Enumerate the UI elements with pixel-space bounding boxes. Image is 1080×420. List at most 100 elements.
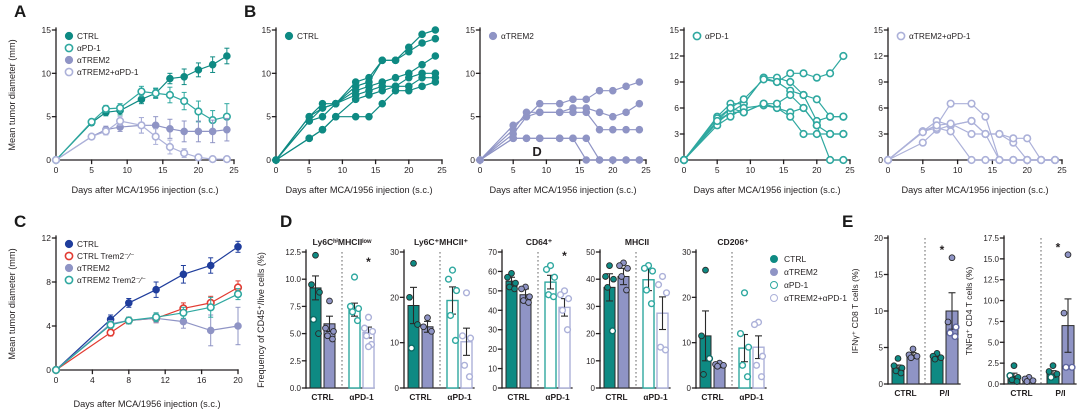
svg-text:10: 10 — [338, 165, 348, 175]
panel-label-e: E — [842, 212, 854, 231]
svg-text:20: 20 — [390, 293, 399, 302]
bar-D2-3 — [458, 289, 475, 389]
series-B3-2 — [679, 75, 848, 165]
bar-E1-1 — [905, 345, 921, 385]
legend-label-3: αTREM2+αPD-1 — [784, 292, 847, 303]
legend-A: CTRL αPD-1 αTREM2 αTREM2+αPD-1 — [64, 31, 139, 77]
svg-text:Ly6CʰⁱMHCIIˡᵒʷ: Ly6CʰⁱMHCIIˡᵒʷ — [313, 236, 372, 247]
series-B3-5 — [679, 90, 848, 165]
svg-text:CTRL: CTRL — [311, 392, 333, 402]
panel-e-tnfa-chart: 0.0 2.5 5.0 7.5 10.0 12.5 15.0 17.5 TNFα⁺ CD4 T … — [962, 226, 1078, 420]
panel-d-ly6chi-chart: 0.0 2.5 5.0 7.5 10.0 12.5 Ly6CʰⁱMHCIIˡᵒʷ CTRL αP… — [276, 234, 377, 420]
svg-text:12.5: 12.5 — [983, 276, 999, 285]
svg-text:30: 30 — [488, 326, 497, 335]
svg-text:CTRL: CTRL — [894, 388, 916, 398]
legend-item-2: αPD-1 — [770, 278, 847, 291]
svg-text:0: 0 — [46, 365, 51, 375]
svg-text:5: 5 — [307, 165, 312, 175]
panel-label-a: A — [14, 2, 27, 21]
svg-text:15: 15 — [42, 25, 52, 35]
svg-text:20: 20 — [194, 165, 204, 175]
legend-C: CTRL CTRL Trem2⁻⁄⁻ αTREM2 αTREM2 Trem2⁻⁄⁻ — [64, 239, 146, 285]
series-B2-0 — [476, 78, 644, 164]
svg-text:CTRL: CTRL — [77, 31, 99, 41]
chart-svg-D4: 0 10 20 30 40 50 MHCII CTRL αPD-1 — [586, 237, 671, 402]
svg-text:70: 70 — [488, 248, 497, 257]
chart-svg-D1: 0.0 2.5 5.0 7.5 10.0 12.5 Ly6CʰⁱMHCIIˡᵒʷ CTRL αP… — [285, 236, 377, 402]
panel-d-ly6c-mhcii-chart: 0 10 20 30 Ly6C⁺MHCII⁺ CTRL αPD-1 — [378, 234, 476, 420]
svg-text:P/I: P/I — [1055, 388, 1065, 398]
panel-a-mean-tumor-chart: 0 5 10 15 20 25 0 5 10 15 Days after MCA/1956 inje… — [4, 18, 244, 205]
svg-text:αTREM2: αTREM2 — [77, 263, 110, 273]
svg-text:15: 15 — [158, 165, 168, 175]
bar-D1-3 — [360, 313, 377, 389]
svg-text:20: 20 — [404, 165, 414, 175]
svg-text:0: 0 — [687, 384, 692, 393]
bar-D5-3 — [750, 318, 767, 389]
svg-text:9: 9 — [878, 77, 883, 87]
svg-text:12: 12 — [160, 375, 170, 385]
svg-text:CD64⁺: CD64⁺ — [526, 237, 553, 247]
svg-text:Days after MCA/1956 injection: Days after MCA/1956 injection (s.c.) — [71, 185, 218, 195]
panel-b-combo-chart: 0 5 10 15 20 25 0 3 6 9 12 15 Days after MCA/1956 in… — [858, 18, 1074, 205]
bar-D3-1 — [518, 283, 533, 389]
svg-text:αPD-1: αPD-1 — [705, 31, 729, 41]
svg-text:2.5: 2.5 — [290, 357, 302, 366]
svg-text:CTRL: CTRL — [1010, 388, 1032, 398]
svg-text:10: 10 — [122, 165, 132, 175]
svg-text:TNFα⁺ CD4 T cells (%): TNFα⁺ CD4 T cells (%) — [964, 267, 974, 356]
svg-text:12: 12 — [874, 51, 884, 61]
svg-text:0: 0 — [674, 155, 679, 165]
bar-D1-1 — [322, 297, 337, 389]
legend-item-0: CTRL — [770, 252, 847, 265]
legend-B3: αPD-1 — [692, 31, 729, 41]
chart-svg-B2: 0 5 10 15 20 25 0 5 10 15 Days after MCA/1956 inje… — [466, 25, 651, 195]
series-B1-2 — [272, 52, 440, 164]
panel-d-cd64-chart: 0 10 20 30 40 50 60 70 CD64⁺ CTRL αPD-1 * — [476, 234, 574, 420]
svg-text:0: 0 — [266, 155, 271, 165]
svg-text:0: 0 — [493, 384, 498, 393]
svg-text:CTRL Trem2⁻⁄⁻: CTRL Trem2⁻⁄⁻ — [77, 251, 134, 261]
svg-text:Days after MCA/1956 injection: Days after MCA/1956 injection (s.c.) — [693, 185, 840, 195]
svg-text:4: 4 — [46, 321, 51, 331]
svg-text:20: 20 — [1022, 165, 1032, 175]
svg-text:P/I: P/I — [939, 388, 949, 398]
bar-D5-2 — [736, 289, 753, 389]
panel-b-atrem2-chart: 0 5 10 15 20 25 0 5 10 15 Days after MCA/1956 inje… — [450, 18, 654, 205]
svg-text:Days after MCA/1956 injection: Days after MCA/1956 injection (s.c.) — [73, 399, 220, 409]
svg-text:10: 10 — [542, 165, 552, 175]
chart-svg-B4: 0 5 10 15 20 25 0 3 6 9 12 15 Days after MCA/1956 in… — [874, 25, 1067, 195]
svg-text:10: 10 — [953, 165, 963, 175]
svg-text:CTRL: CTRL — [507, 392, 529, 402]
chart-svg-B1: 0 5 10 15 20 25 0 5 10 15 Days after MCA/1956 inje… — [262, 25, 447, 195]
svg-text:Days after MCA/1956 injection: Days after MCA/1956 injection (s.c.) — [489, 185, 636, 195]
legend-label-1: αTREM2 — [784, 266, 818, 277]
svg-text:0: 0 — [46, 155, 51, 165]
svg-text:10: 10 — [42, 68, 52, 78]
svg-text:10: 10 — [390, 339, 399, 348]
svg-text:50: 50 — [488, 287, 497, 296]
bar-D1-2 — [346, 273, 363, 389]
svg-text:5: 5 — [920, 165, 925, 175]
chart-svg-D5: 0 10 20 30 CD206⁺ CTRL αPD-1 — [682, 237, 767, 402]
svg-text:CTRL: CTRL — [77, 239, 99, 249]
svg-text:3: 3 — [674, 129, 679, 139]
svg-text:*: * — [940, 243, 945, 257]
series-B1-5 — [272, 78, 440, 164]
svg-text:15.0: 15.0 — [983, 255, 999, 264]
svg-text:20: 20 — [812, 165, 822, 175]
svg-text:αPD-1: αPD-1 — [77, 43, 101, 53]
svg-text:0: 0 — [886, 165, 891, 175]
svg-text:5: 5 — [511, 165, 516, 175]
panel-b-ctrl-chart: 0 5 10 15 20 25 0 5 10 15 Days after MCA/1956 inje… — [246, 18, 450, 205]
svg-text:20: 20 — [608, 165, 618, 175]
svg-text:7.5: 7.5 — [290, 302, 302, 311]
legend-label-2: αPD-1 — [784, 279, 809, 290]
svg-text:20: 20 — [682, 293, 691, 302]
svg-text:15: 15 — [575, 165, 585, 175]
svg-text:CTRL: CTRL — [605, 392, 627, 402]
svg-text:*: * — [562, 249, 567, 263]
svg-text:CTRL: CTRL — [297, 31, 319, 41]
svg-text:αPD-1: αPD-1 — [447, 392, 472, 402]
svg-text:17.5: 17.5 — [983, 234, 999, 243]
